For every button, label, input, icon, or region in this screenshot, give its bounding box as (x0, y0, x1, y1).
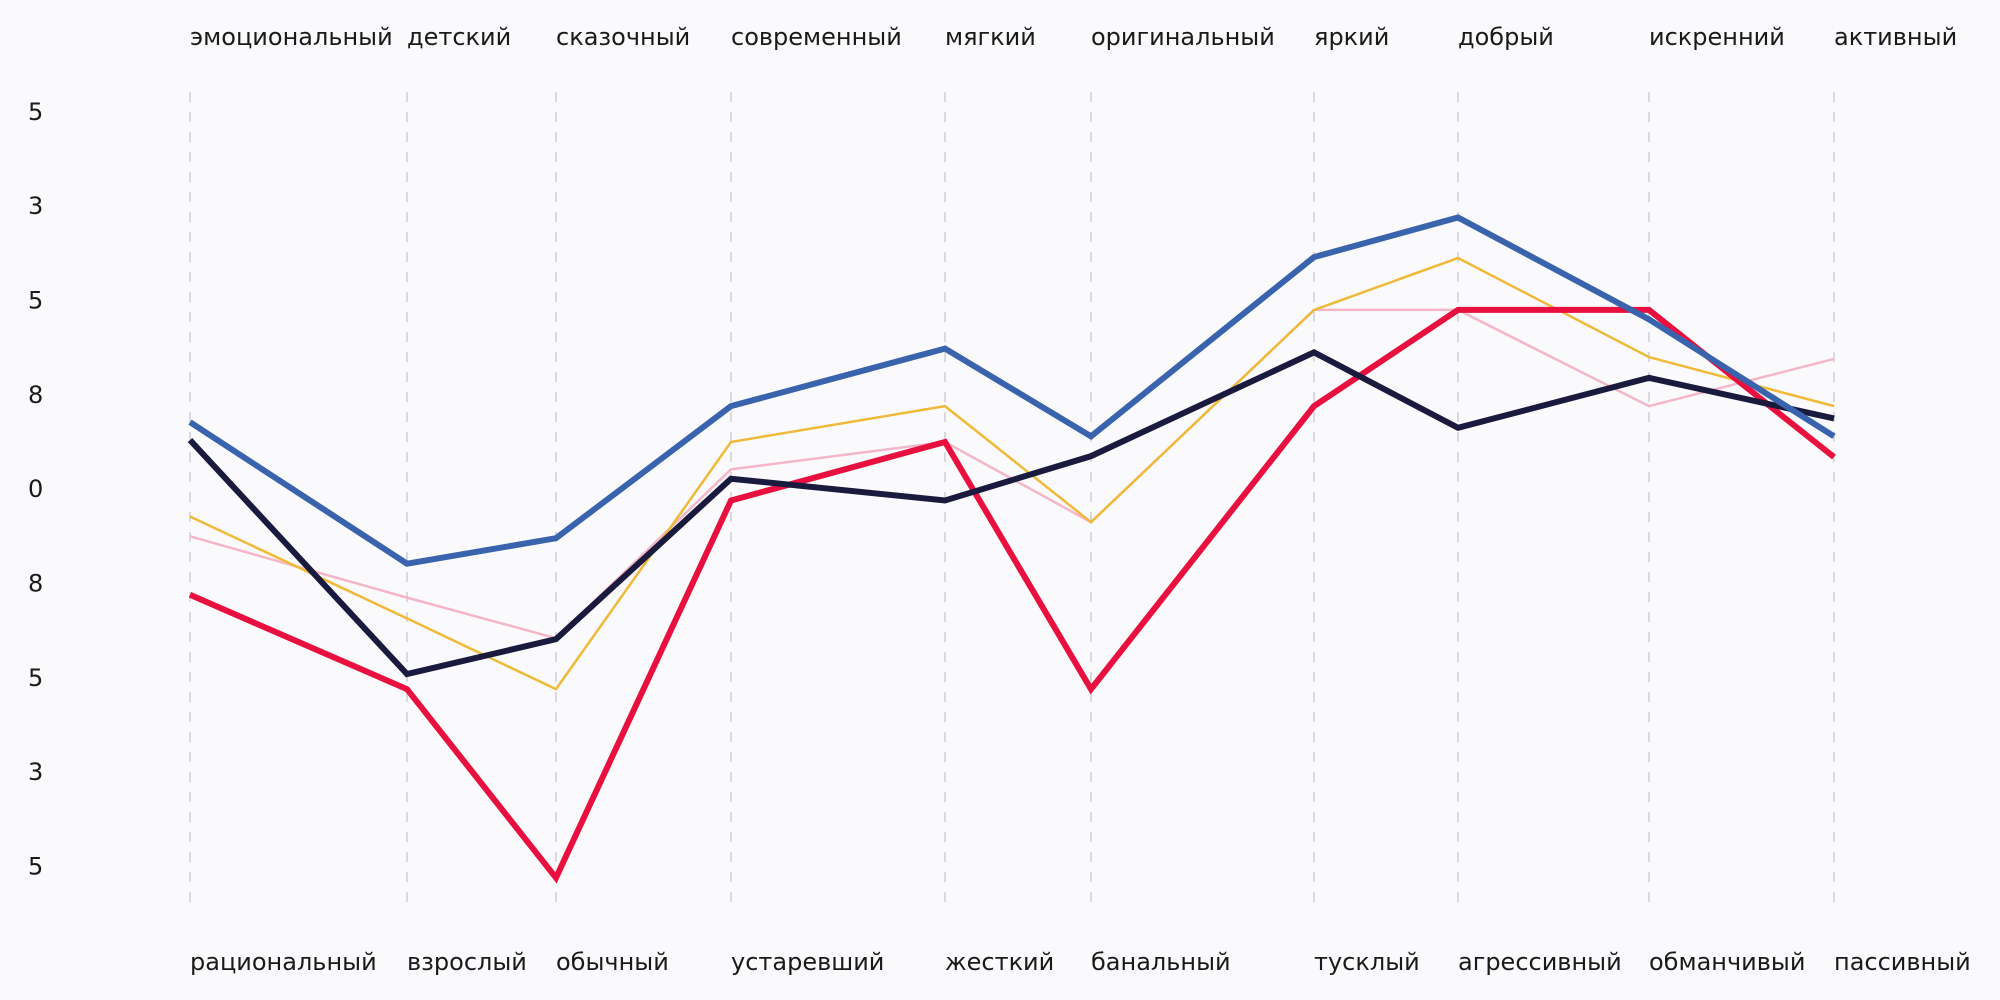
bottom-label: пассивный (1834, 948, 1971, 976)
bottom-label: жесткий (945, 948, 1054, 976)
y-tick-label: 8 (28, 569, 43, 597)
bottom-label: обычный (556, 948, 669, 976)
top-label: детский (407, 23, 511, 51)
bottom-label: взрослый (407, 948, 527, 976)
series-line (188, 306, 1836, 884)
series-line (189, 308, 1835, 640)
top-label: эмоциональный (190, 23, 393, 51)
top-label: добрый (1458, 23, 1554, 51)
y-tick-label: 5 (28, 852, 43, 880)
y-tick-label: 5 (28, 286, 43, 314)
y-tick-label: 5 (28, 98, 43, 126)
y-tick-label: 5 (28, 664, 43, 692)
bottom-label: рациональный (190, 948, 377, 976)
top-label: искренний (1649, 23, 1785, 51)
bottom-label: банальный (1091, 948, 1231, 976)
bottom-label: тусклый (1314, 948, 1420, 976)
top-label: активный (1834, 23, 1957, 51)
top-label: оригинальный (1091, 23, 1275, 51)
bottom-label: устаревший (731, 948, 884, 976)
y-tick-label: 8 (28, 381, 43, 409)
y-tick-label: 3 (28, 192, 43, 220)
bottom-label: обманчивый (1649, 948, 1805, 976)
top-label: яркий (1314, 23, 1389, 51)
series-line (188, 214, 1836, 567)
top-label: мягкий (945, 23, 1036, 51)
top-label: сказочный (556, 23, 690, 51)
top-label: современный (731, 23, 902, 51)
series-line (187, 349, 1835, 678)
series-line (189, 256, 1835, 691)
y-tick-label: 3 (28, 758, 43, 786)
bottom-label: агрессивный (1458, 948, 1622, 976)
y-tick-label: 0 (28, 475, 43, 503)
